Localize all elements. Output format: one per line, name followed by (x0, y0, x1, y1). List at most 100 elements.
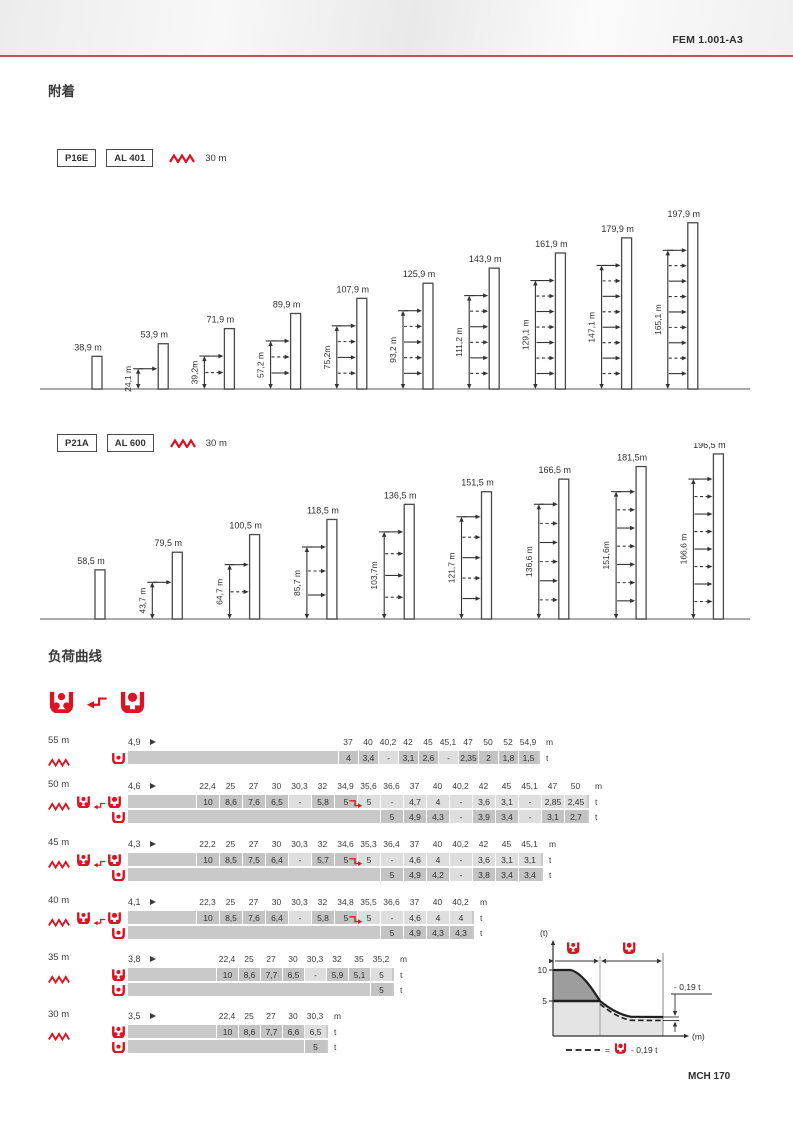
load-cell: 10 (196, 911, 219, 924)
mode-switch-arrow-icon (348, 796, 363, 814)
radius-header: 37 (409, 781, 420, 791)
anchor-height-label: 151,6m (601, 541, 611, 569)
mode-switch-arrow-icon (86, 697, 107, 709)
load-table-section-40m: 40 m 4,1 22,3 25 27 30 30,3 32 34,8 35,5 36,6 37 40 4… (48, 895, 758, 941)
arrowhead (417, 339, 422, 345)
tower (171, 551, 183, 620)
load-cell: 5 (304, 1040, 326, 1053)
arrowhead (615, 340, 621, 345)
radius-header: 36,4 (383, 839, 400, 849)
anchored-zigzag-icon (169, 152, 196, 164)
arrowhead (552, 559, 558, 564)
arrowhead (549, 278, 555, 283)
load-cell: 6,5 (282, 968, 304, 981)
radius-header: 30,3 (306, 954, 324, 964)
load-cell: 8,6 (219, 795, 242, 808)
four-fall-icon (112, 1026, 125, 1039)
anchor-height-label: 43,7 m (137, 588, 147, 614)
radius-header: 35,6 (360, 781, 377, 791)
legend-text: - 0,19 t (631, 1045, 658, 1055)
hook-cup-icon (112, 753, 125, 765)
arrowhead (218, 370, 224, 375)
hook-cup-icon (111, 751, 126, 769)
radius-header: 40 (363, 737, 373, 747)
load-row: 10 8,5 7,6 6,4-5,8 5 5-4,6 4 4 t (48, 911, 758, 928)
load-cell: 8,5 (219, 911, 242, 924)
radius-header: 27 (266, 1011, 276, 1021)
anchored-zigzag-icon (48, 860, 70, 870)
anchored-zigzag-icon (48, 758, 70, 768)
arrowhead (613, 614, 619, 619)
tower (712, 453, 725, 620)
load-row: 4 3,4-3,1 2,6-2,35 2 1,8 1,5 t (48, 751, 758, 768)
arrowhead (417, 308, 422, 313)
load-unit: t (400, 985, 403, 995)
radius-header: 30 (271, 897, 282, 907)
jib-length-label: 40 m (48, 895, 70, 906)
tower (157, 343, 169, 390)
arrowhead (549, 340, 555, 345)
radius-header: 40,2 (452, 839, 469, 849)
load-bar (128, 1040, 328, 1053)
hook-cup-icon (111, 926, 126, 944)
arrowhead (304, 547, 310, 553)
hook-cup-icon (112, 985, 125, 997)
radius-header: 32 (317, 781, 328, 791)
radius-header: 47 (463, 737, 473, 747)
anchor-height-label: 136,6 m (524, 546, 534, 577)
load-cell: 3,4 (358, 751, 378, 764)
load-cell: 5 (357, 853, 380, 866)
arrowhead (691, 479, 696, 485)
load-cell: 3,1 (398, 751, 418, 764)
arrowhead (382, 614, 387, 619)
tower-height-label: 179,9 m (601, 224, 634, 234)
radius-header: 50 (570, 781, 581, 791)
load-row: 10 8,6 7,6 6,5-5,8 5 5-4,7 4-3,6 3,1-2,85 2,45 t (48, 795, 758, 812)
arrowhead (691, 614, 696, 619)
load-table-section-30m: 30 m 3,5 22,4 25 27 30 30,3 m 10 8,6 7,7 6,6 6,5 t 5 t (48, 1009, 758, 1055)
anchored-zigzag-icon (48, 802, 70, 812)
load-cell: 4,9 (403, 868, 426, 881)
config-badges-2: P21A AL 600 30 m (57, 434, 227, 452)
radius-header: 25 (244, 954, 254, 964)
arrowhead (707, 546, 713, 552)
load-cell: - (449, 853, 472, 866)
radius-header: 40,2 (452, 781, 469, 791)
mode-switch-arrow-icon (348, 854, 363, 872)
two-fall-icon (623, 942, 636, 954)
load-cell: 1,8 (498, 751, 518, 764)
area-4-fall (553, 970, 600, 1001)
radius-header: 35,3 (360, 839, 377, 849)
arrowhead (320, 568, 326, 574)
radius-header: 36,6 (383, 897, 400, 907)
two-fall-icon (107, 853, 122, 871)
arrowhead (227, 614, 232, 619)
load-cell: - (380, 911, 403, 924)
tower (687, 222, 699, 390)
arrowhead (681, 263, 687, 268)
arrowhead (615, 371, 621, 376)
load-cell: 5,1 (348, 968, 370, 981)
load-cell: 5,8 (311, 911, 334, 924)
radius-header: 30 (271, 839, 282, 849)
load-cell: 5,9 (326, 968, 348, 981)
arrowhead (334, 384, 339, 389)
mode-switch-arrow-icon (349, 800, 363, 808)
min-radius-value: 4,3 (128, 839, 141, 849)
load-row: 5 4,9 4,2-3,8 3,4 3,4 t (48, 868, 758, 882)
hook-cup-icon (112, 812, 125, 824)
anchored-zigzag-icon (48, 754, 70, 772)
hook-cup-icon (111, 868, 126, 886)
tower (356, 297, 368, 390)
load-cell: 6,5 (304, 1025, 326, 1038)
load-cell: 4,9 (403, 810, 426, 823)
arrowhead (615, 278, 621, 284)
arrowhead (536, 504, 541, 510)
load-cell: 10 (216, 1025, 238, 1038)
arrowhead (467, 384, 472, 389)
min-radius-value: 3,8 (128, 954, 141, 964)
mode-switch-arrow-icon (93, 802, 106, 810)
arrowhead (672, 1011, 678, 1016)
tower (91, 355, 103, 390)
arrowhead (467, 295, 472, 301)
